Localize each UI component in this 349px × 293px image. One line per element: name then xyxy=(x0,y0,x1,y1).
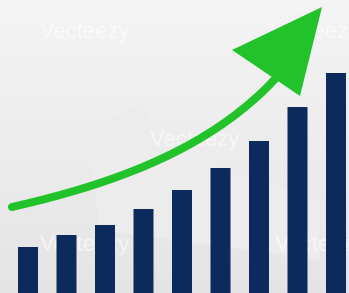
bar xyxy=(211,168,231,293)
bar xyxy=(172,190,192,293)
page: Vecteezy Vecteezy Vecteezy Vecteezy Vect… xyxy=(0,0,349,293)
watermark: Vecteezy xyxy=(40,231,129,256)
bar xyxy=(95,225,115,293)
watermark: Vecteezy xyxy=(40,18,129,43)
bar xyxy=(57,235,77,293)
bar xyxy=(249,141,269,293)
bar xyxy=(288,107,308,293)
bar xyxy=(18,247,38,293)
chart: Vecteezy Vecteezy Vecteezy Vecteezy Vect… xyxy=(0,0,349,293)
bar xyxy=(326,73,346,293)
bar xyxy=(134,209,154,293)
